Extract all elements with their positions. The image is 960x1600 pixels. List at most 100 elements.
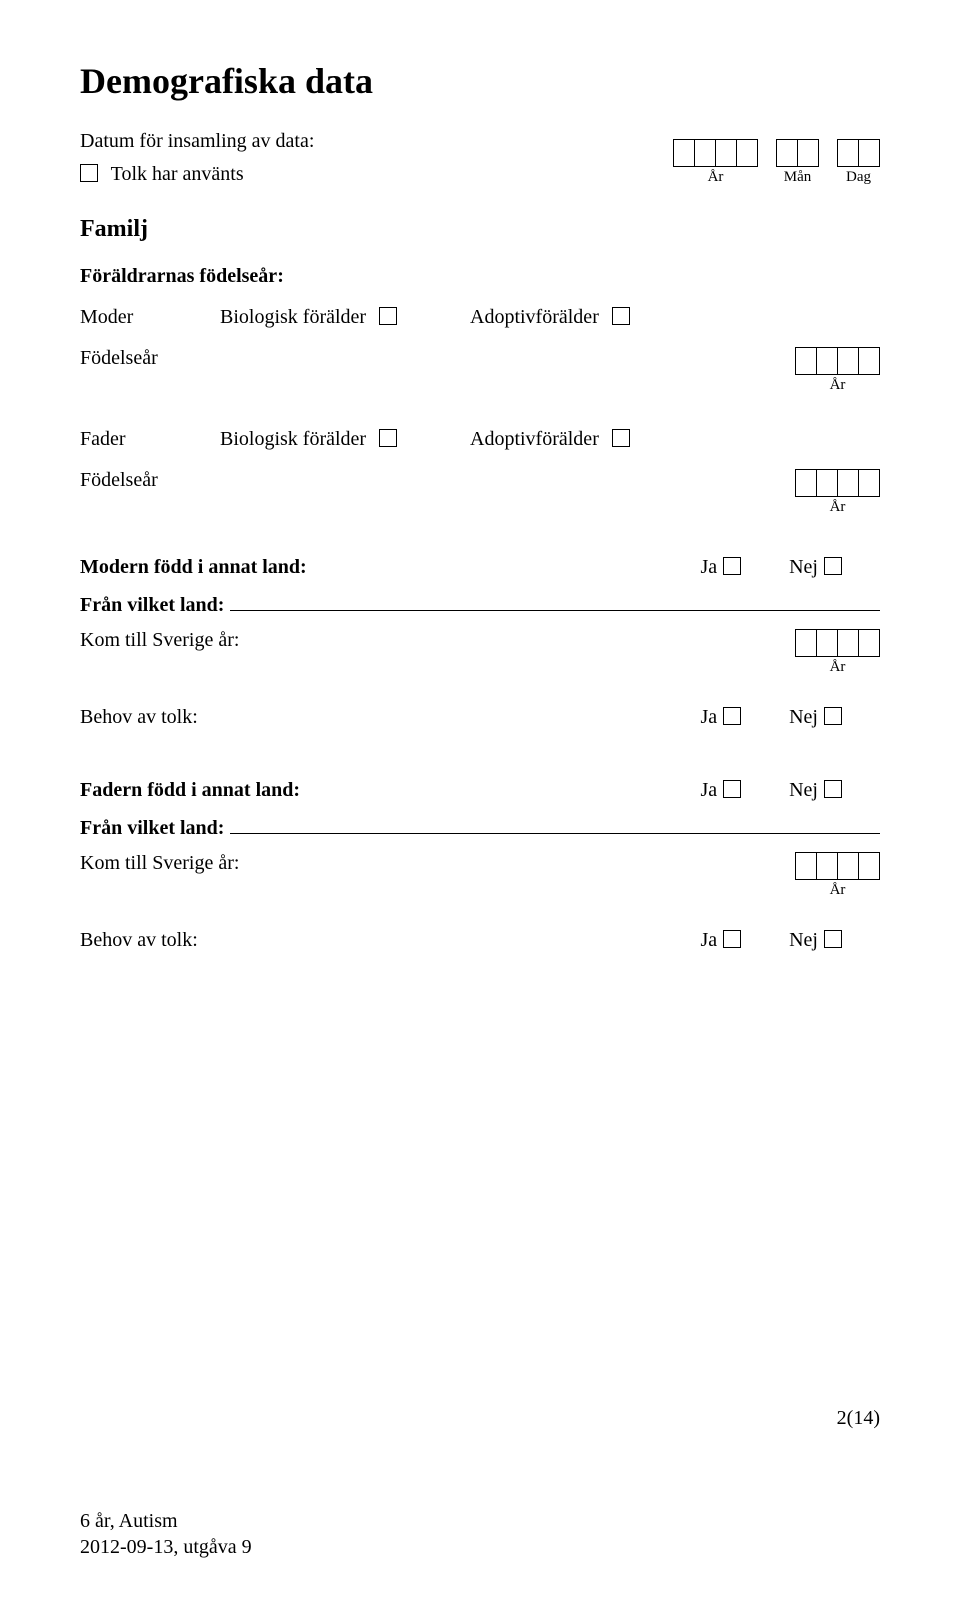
modern-ja-opt: Ja [700, 556, 749, 579]
tolk-label: Tolk har använts [111, 163, 244, 185]
month-sublabel: Mån [784, 169, 812, 186]
year-cells[interactable] [673, 139, 758, 167]
fadern-tolk-nej-opt: Nej [789, 929, 850, 952]
moder-year-group: År [795, 347, 880, 394]
year-group: År [673, 139, 758, 186]
modern-tolk-yn: Ja Nej [700, 706, 880, 729]
modern-tolk-ja-checkbox[interactable] [723, 707, 741, 725]
moder-bio-label: Biologisk förälder [220, 306, 366, 328]
fader-adopt-label: Adoptivförälder [470, 428, 599, 450]
fadern-kom-year-cells[interactable] [795, 852, 880, 880]
modern-nej-opt: Nej [789, 556, 850, 579]
day-group: Dag [837, 139, 880, 186]
fadern-ja-checkbox[interactable] [723, 780, 741, 798]
tolk-checkbox[interactable] [80, 164, 98, 182]
fadern-tolk-nej-checkbox[interactable] [824, 930, 842, 948]
modern-tolk-label: Behov av tolk: [80, 706, 198, 729]
moder-bio: Biologisk förälder [220, 306, 470, 329]
day-cells[interactable] [837, 139, 880, 167]
month-cells[interactable] [776, 139, 819, 167]
modern-nej-checkbox[interactable] [824, 557, 842, 575]
fader-adopt: Adoptivförälder [470, 428, 690, 451]
fadern-yn: Ja Nej [700, 779, 880, 802]
fadern-kom-year-sublabel: År [830, 882, 846, 899]
fadern-nej-label: Nej [789, 779, 818, 802]
fadern-tolk-row: Behov av tolk: Ja Nej [80, 929, 880, 952]
fadern-question: Fadern född i annat land: [80, 779, 300, 802]
modern-tolk-ja-opt: Ja [700, 706, 749, 729]
fadern-fran-label: Från vilket land: [80, 817, 224, 840]
fader-bio-label: Biologisk förälder [220, 428, 366, 450]
modern-ja-label: Ja [700, 556, 717, 579]
modern-fran-line[interactable] [230, 593, 880, 611]
fadern-tolk-label: Behov av tolk: [80, 929, 198, 952]
modern-question: Modern född i annat land: [80, 556, 307, 579]
fadern-kom-row: Kom till Sverige år: År [80, 852, 880, 899]
fader-bio: Biologisk förälder [220, 428, 470, 451]
fader-birthyear-label: Födelseår [80, 469, 158, 492]
moder-label: Moder [80, 306, 220, 329]
modern-kom-label: Kom till Sverige år: [80, 629, 239, 652]
fader-row: Fader Biologisk förälder Adoptivförälder [80, 428, 880, 451]
fadern-tolk-ja-label: Ja [700, 929, 717, 952]
tolk-row: Tolk har använts [80, 163, 314, 186]
fadern-tolk-ja-checkbox[interactable] [723, 930, 741, 948]
date-cells: År Mån Dag [673, 139, 880, 186]
fadern-question-row: Fadern född i annat land: Ja Nej [80, 779, 880, 802]
modern-tolk-row: Behov av tolk: Ja Nej [80, 706, 880, 729]
fader-bio-checkbox[interactable] [379, 429, 397, 447]
footer-line2: 2012-09-13, utgåva 9 [80, 1534, 252, 1560]
modern-tolk-nej-checkbox[interactable] [824, 707, 842, 725]
modern-kom-year-sublabel: År [830, 659, 846, 676]
moder-row: Moder Biologisk förälder Adoptivförälder [80, 306, 880, 329]
month-group: Mån [776, 139, 819, 186]
page-number: 2(14) [837, 1407, 880, 1430]
modern-kom-year-cells[interactable] [795, 629, 880, 657]
moder-year-cells[interactable] [795, 347, 880, 375]
fader-adopt-checkbox[interactable] [612, 429, 630, 447]
footer-line1: 6 år, Autism [80, 1508, 252, 1534]
page-title: Demografiska data [80, 60, 880, 102]
fader-label: Fader [80, 428, 220, 451]
fadern-tolk-yn: Ja Nej [700, 929, 880, 952]
modern-nej-label: Nej [789, 556, 818, 579]
modern-question-row: Modern född i annat land: Ja Nej [80, 556, 880, 579]
datum-label: Datum för insamling av data: [80, 130, 314, 153]
fader-year-cells[interactable] [795, 469, 880, 497]
footer: 6 år, Autism 2012-09-13, utgåva 9 [80, 1508, 252, 1560]
fadern-kom-year-group: År [795, 852, 880, 899]
modern-yn: Ja Nej [700, 556, 880, 579]
modern-kom-year-group: År [795, 629, 880, 676]
modern-fran-label: Från vilket land: [80, 594, 224, 617]
fadern-ja-opt: Ja [700, 779, 749, 802]
foraldrar-heading: Föräldrarnas födelseår: [80, 265, 880, 288]
moder-adopt-label: Adoptivförälder [470, 306, 599, 328]
moder-adopt: Adoptivförälder [470, 306, 690, 329]
modern-tolk-ja-label: Ja [700, 706, 717, 729]
datum-row: Datum för insamling av data: Tolk har an… [80, 130, 880, 186]
fadern-kom-label: Kom till Sverige år: [80, 852, 239, 875]
fadern-fran-line[interactable] [230, 816, 880, 834]
moder-bio-checkbox[interactable] [379, 307, 397, 325]
modern-tolk-nej-label: Nej [789, 706, 818, 729]
datum-left: Datum för insamling av data: Tolk har an… [80, 130, 314, 186]
page: Demografiska data Datum för insamling av… [0, 0, 960, 1600]
year-sublabel: År [708, 169, 724, 186]
moder-year-sublabel: År [830, 377, 846, 394]
fadern-tolk-nej-label: Nej [789, 929, 818, 952]
fadern-tolk-ja-opt: Ja [700, 929, 749, 952]
moder-adopt-checkbox[interactable] [612, 307, 630, 325]
fadern-fran-row: Från vilket land: [80, 816, 880, 840]
day-sublabel: Dag [846, 169, 871, 186]
fadern-ja-label: Ja [700, 779, 717, 802]
fadern-nej-checkbox[interactable] [824, 780, 842, 798]
modern-kom-row: Kom till Sverige år: År [80, 629, 880, 676]
familj-heading: Familj [80, 216, 880, 243]
modern-ja-checkbox[interactable] [723, 557, 741, 575]
moder-birthyear-row: Födelseår År [80, 347, 880, 394]
moder-birthyear-label: Födelseår [80, 347, 158, 370]
fader-year-sublabel: År [830, 499, 846, 516]
fadern-nej-opt: Nej [789, 779, 850, 802]
modern-fran-row: Från vilket land: [80, 593, 880, 617]
fader-birthyear-row: Födelseår År [80, 469, 880, 516]
